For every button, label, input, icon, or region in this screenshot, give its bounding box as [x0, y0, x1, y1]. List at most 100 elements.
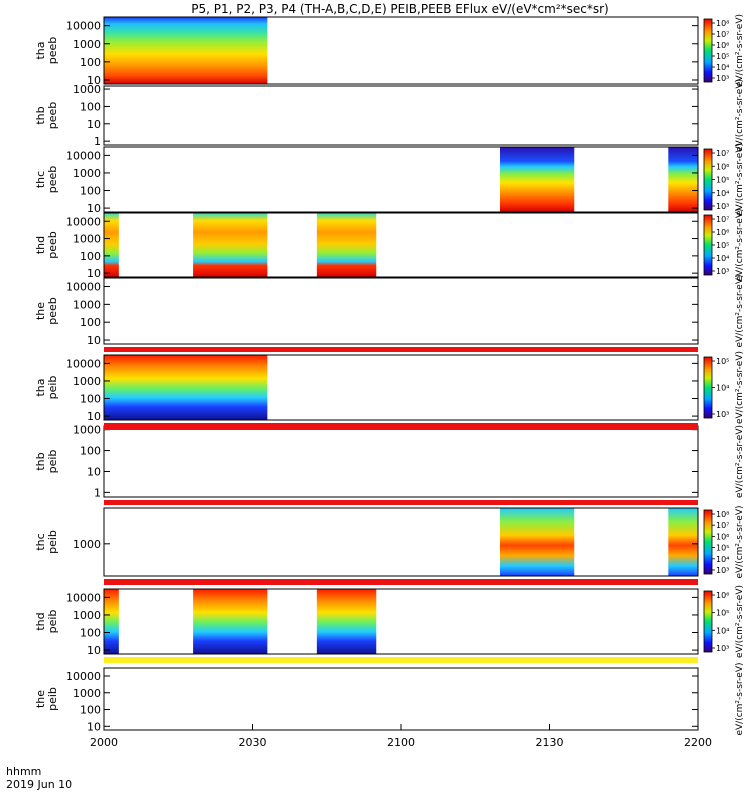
panel-separator-bars [104, 347, 698, 663]
colorbar-tick-label: 10⁵ [716, 544, 729, 553]
x-tick-label: 2130 [536, 736, 564, 749]
colorbar-tick-label: 10³ [716, 202, 729, 211]
panel-thb-peeb: 1000 100 10 1 thb peeb eV/(cm²-s-sr-eV) [34, 79, 745, 152]
y-tick-label: 100 [80, 250, 101, 263]
panel-frame [103, 85, 699, 146]
colorbar-tick-label: 10⁷ [716, 215, 729, 224]
y-tick-label: 100 [80, 704, 101, 717]
panel-thc-peib: 1000 thc peib 10⁸ 10⁷ 10⁶ 10⁵ 10⁴ 10³ eV/(cm²-s-s… [34, 505, 745, 578]
spectrogram-block-thc-peeb-2 [668, 147, 698, 212]
y-axis-label: peib [46, 687, 59, 711]
panel-frame [103, 667, 699, 731]
y-tick-label: 1 [94, 486, 101, 499]
colorbar-unit-label: eV/(cm²-s-sr-eV) [735, 208, 745, 281]
colorbar-unit-label: eV/(cm²-s-sr-eV) [735, 585, 745, 658]
y-axis-label: peeb [46, 231, 59, 259]
colorbar-tick-label: 10⁶ [716, 162, 729, 171]
colorbar-tick-label: 10⁷ [716, 30, 729, 39]
spectrogram-block-thd-peeb-2 [193, 213, 268, 277]
y-tick-label: 10000 [66, 149, 101, 162]
y-axis-label: thd [34, 236, 47, 254]
y-tick-label: 1000 [73, 298, 101, 311]
y-tick-label: 100 [80, 393, 101, 406]
panel-frame [103, 507, 699, 577]
spectrogram-block-thd-peeb-1 [104, 213, 119, 277]
y-tick-label: 10 [87, 267, 101, 280]
colorbar-tick-label: 10⁵ [716, 609, 729, 618]
colorbar-tick-label: 10³ [716, 74, 729, 83]
colorbar-tick-label: 10³ [716, 410, 729, 419]
y-axis-label: thc [34, 171, 47, 188]
time-axis: 2000 2030 2100 2130 2200 [90, 724, 712, 749]
x-tick-label: 2100 [387, 736, 415, 749]
time-axis-date: 2019 Jun 10 [6, 778, 72, 791]
spectrogram-block-thd-peib-1 [104, 589, 119, 654]
colorbar-tick-label: 10⁶ [716, 228, 729, 237]
colorbar-unit-label: eV/(cm²-s-sr-eV) [735, 14, 745, 87]
colorbar-tick-label: 10⁴ [716, 626, 729, 635]
separator-bar-3 [104, 500, 698, 505]
panel-thc-peeb: 10000 1000 100 10 thc peeb 10⁷ 10⁶ 10⁵ 10⁴ 10³ eV/(… [34, 143, 745, 216]
separator-bar-5 [104, 657, 698, 663]
y-tick-label: 10 [87, 644, 101, 657]
y-axis-label: thd [34, 612, 47, 630]
y-tick-label: 100 [80, 445, 101, 458]
y-axis-label: peib [46, 530, 59, 554]
y-axis-label: thb [34, 452, 47, 470]
y-tick-label: 10000 [66, 591, 101, 604]
spectrogram-block-tha-peib-1 [104, 355, 268, 420]
colorbar-tick-label: 10⁴ [716, 254, 729, 263]
colorbar-tick-label: 10⁶ [716, 591, 729, 600]
colorbar-unit-label: eV/(cm²-s-sr-eV) [735, 79, 745, 152]
y-tick-label: 1000 [73, 233, 101, 246]
colorbar-tha-peib [703, 356, 713, 419]
panel-thd-peeb: 10000 1000 100 10 thd peeb 10⁷ 10⁶ 10⁵ 10⁴ 10³ eV/(… [34, 208, 745, 281]
y-axis-label: peib [46, 610, 59, 634]
colorbar-tick-label: 10³ [716, 644, 729, 653]
y-tick-label: 100 [80, 316, 101, 329]
y-tick-label: 1000 [73, 167, 101, 180]
y-tick-label: 1000 [73, 609, 101, 622]
y-axis-label: peeb [46, 166, 59, 194]
separator-bar-2 [104, 423, 698, 430]
y-axis-label: peib [46, 376, 59, 400]
colorbar-tick-label: 10⁴ [716, 384, 729, 393]
colorbar-tick-label: 10⁵ [716, 52, 729, 61]
y-axis-label: thc [34, 533, 47, 550]
y-axis-label: peeb [46, 102, 59, 130]
colorbar-unit-label: eV/(cm²-s-sr-eV) [735, 351, 745, 424]
panel-frame [103, 212, 699, 278]
colorbar-thd-peeb [703, 214, 713, 276]
panel-frame [103, 277, 699, 345]
y-tick-label: 10 [87, 74, 101, 87]
panel-frame [103, 588, 699, 655]
colorbar-tick-label: 10⁸ [716, 510, 729, 519]
colorbar-tick-label: 10⁷ [716, 521, 729, 530]
y-tick-label: 10000 [66, 215, 101, 228]
colorbar-thc-peib [703, 509, 713, 575]
spectrogram-block-tha-peeb-1 [104, 17, 268, 84]
colorbar-tick-label: 10⁶ [716, 532, 729, 541]
panel-frame [103, 425, 699, 498]
figure-title: P5, P1, P2, P3, P4 (TH-A,B,C,D,E) PEIB,P… [191, 2, 608, 16]
panel-tha-peib: 10000 1000 100 10 tha peib 10⁵ 10⁴ 10³ eV/(cm²-s-… [34, 351, 745, 424]
panel-thd-peib: 10000 1000 100 10 thd peib 10⁶ 10⁵ 10⁴ 10³ eV/(cm²… [34, 585, 745, 658]
colorbar-tick-label: 10³ [716, 267, 729, 276]
colorbar-tick-label: 10³ [716, 566, 729, 575]
spectrogram-block-thd-peib-2 [193, 589, 268, 654]
spectrogram-block-thc-peib-1 [500, 508, 575, 576]
y-tick-label: 1000 [73, 83, 101, 96]
y-tick-label: 10 [87, 118, 101, 131]
y-tick-label: 100 [80, 627, 101, 640]
colorbar-tick-label: 10⁴ [716, 189, 729, 198]
y-axis-label: peib [46, 450, 59, 474]
y-axis-label: the [34, 302, 47, 320]
colorbar-tick-label: 10⁴ [716, 63, 729, 72]
y-tick-label: 10 [87, 334, 101, 347]
panel-thb-peib: 1000 100 10 1 thb peib eV/(cm²-s-sr-eV) [34, 424, 745, 500]
y-tick-label: 10 [87, 202, 101, 215]
colorbar-tick-label: 10⁸ [716, 19, 729, 28]
colorbar-tick-label: 10⁵ [716, 357, 729, 366]
